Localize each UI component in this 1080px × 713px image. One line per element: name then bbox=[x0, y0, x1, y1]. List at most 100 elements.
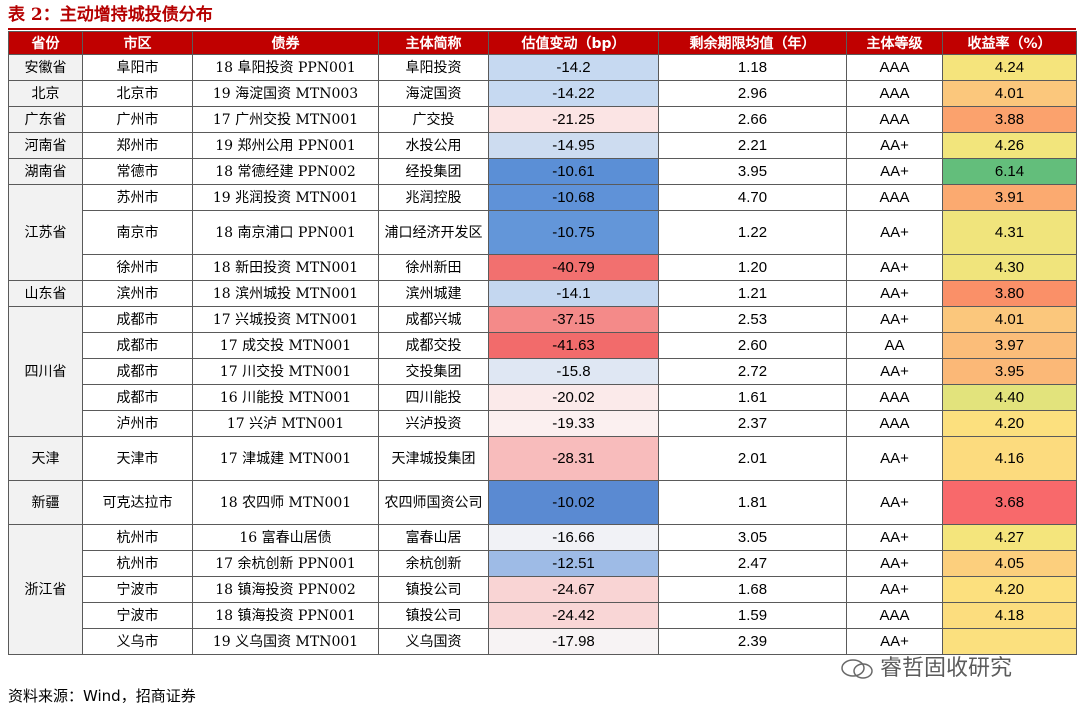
table-row: 安徽省 阜阳市 18 阜阳投资 PPN001 阜阳投资 -14.2 1.18 AAA 4.24 bbox=[9, 55, 1077, 81]
table-row: 南京市 18 南京浦口 PPN001 浦口经济开发区 -10.75 1.22 AA+ 4.3… bbox=[9, 211, 1077, 255]
cell-bond: 18 南京浦口 PPN001 bbox=[193, 211, 379, 255]
cell-issuer: 阜阳投资 bbox=[379, 55, 489, 81]
table-row: 江苏省 苏州市 19 兆润投资 MTN001 兆润控股 -10.68 4.70 AAA 3.9… bbox=[9, 185, 1077, 211]
cell-valuation-change: -21.25 bbox=[489, 107, 659, 133]
cell-valuation-change: -37.15 bbox=[489, 307, 659, 333]
cell-city: 成都市 bbox=[83, 333, 193, 359]
cell-bond: 17 成交投 MTN001 bbox=[193, 333, 379, 359]
cell-bond: 19 海淀国资 MTN003 bbox=[193, 81, 379, 107]
wechat-icon bbox=[840, 658, 876, 680]
cell-yield: 3.68 bbox=[943, 481, 1077, 525]
cell-remaining-maturity: 2.47 bbox=[659, 551, 847, 577]
cell-remaining-maturity: 3.05 bbox=[659, 525, 847, 551]
cell-city: 可克达拉市 bbox=[83, 481, 193, 525]
cell-province: 新疆 bbox=[9, 481, 83, 525]
cell-remaining-maturity: 2.53 bbox=[659, 307, 847, 333]
cell-issuer: 徐州新田 bbox=[379, 255, 489, 281]
cell-valuation-change: -10.68 bbox=[489, 185, 659, 211]
cell-bond: 17 川交投 MTN001 bbox=[193, 359, 379, 385]
cell-rating: AAA bbox=[847, 107, 943, 133]
cell-issuer: 兆润控股 bbox=[379, 185, 489, 211]
cell-remaining-maturity: 1.18 bbox=[659, 55, 847, 81]
cell-issuer: 成都兴城 bbox=[379, 307, 489, 333]
header-yield: 收益率（%） bbox=[943, 32, 1077, 55]
cell-yield: 4.30 bbox=[943, 255, 1077, 281]
cell-remaining-maturity: 2.21 bbox=[659, 133, 847, 159]
table-row: 徐州市 18 新田投资 MTN001 徐州新田 -40.79 1.20 AA+ 4.30 bbox=[9, 255, 1077, 281]
cell-issuer: 天津城投集团 bbox=[379, 437, 489, 481]
cell-valuation-change: -14.1 bbox=[489, 281, 659, 307]
cell-city: 广州市 bbox=[83, 107, 193, 133]
cell-bond: 18 滨州城投 MTN001 bbox=[193, 281, 379, 307]
cell-rating: AAA bbox=[847, 385, 943, 411]
cell-remaining-maturity: 1.81 bbox=[659, 481, 847, 525]
cell-issuer: 镇投公司 bbox=[379, 603, 489, 629]
cell-province: 广东省 bbox=[9, 107, 83, 133]
cell-valuation-change: -14.2 bbox=[489, 55, 659, 81]
cell-city: 杭州市 bbox=[83, 525, 193, 551]
cell-remaining-maturity: 1.22 bbox=[659, 211, 847, 255]
cell-yield: 4.16 bbox=[943, 437, 1077, 481]
table-title: 表 2：主动增持城投债分布 bbox=[8, 3, 213, 27]
cell-yield: 3.88 bbox=[943, 107, 1077, 133]
cell-province: 河南省 bbox=[9, 133, 83, 159]
cell-province: 安徽省 bbox=[9, 55, 83, 81]
cell-issuer: 海淀国资 bbox=[379, 81, 489, 107]
cell-city: 泸州市 bbox=[83, 411, 193, 437]
table-row: 成都市 17 川交投 MTN001 交投集团 -15.8 2.72 AA+ 3.95 bbox=[9, 359, 1077, 385]
cell-rating: AA+ bbox=[847, 255, 943, 281]
cell-bond: 19 郑州公用 PPN001 bbox=[193, 133, 379, 159]
table-row: 四川省 成都市 17 兴城投资 MTN001 成都兴城 -37.15 2.53 AA+ 4.0… bbox=[9, 307, 1077, 333]
cell-remaining-maturity: 2.01 bbox=[659, 437, 847, 481]
cell-bond: 17 津城建 MTN001 bbox=[193, 437, 379, 481]
cell-rating: AA bbox=[847, 333, 943, 359]
cell-rating: AAA bbox=[847, 185, 943, 211]
cell-bond: 16 川能投 MTN001 bbox=[193, 385, 379, 411]
cell-issuer: 四川能投 bbox=[379, 385, 489, 411]
cell-remaining-maturity: 2.39 bbox=[659, 629, 847, 655]
cell-yield: 4.05 bbox=[943, 551, 1077, 577]
table-row: 成都市 17 成交投 MTN001 成都交投 -41.63 2.60 AA 3.97 bbox=[9, 333, 1077, 359]
cell-rating: AA+ bbox=[847, 525, 943, 551]
cell-rating: AA+ bbox=[847, 481, 943, 525]
cell-yield: 4.26 bbox=[943, 133, 1077, 159]
table-row: 宁波市 18 镇海投资 PPN001 镇投公司 -24.42 1.59 AAA 4.18 bbox=[9, 603, 1077, 629]
cell-valuation-change: -17.98 bbox=[489, 629, 659, 655]
cell-city: 南京市 bbox=[83, 211, 193, 255]
header-issuer: 主体简称 bbox=[379, 32, 489, 55]
cell-rating: AA+ bbox=[847, 133, 943, 159]
table-row: 广东省 广州市 17 广州交投 MTN001 广交投 -21.25 2.66 AAA 3.88 bbox=[9, 107, 1077, 133]
cell-city: 成都市 bbox=[83, 307, 193, 333]
cell-rating: AA+ bbox=[847, 577, 943, 603]
cell-city: 常德市 bbox=[83, 159, 193, 185]
cell-issuer: 浦口经济开发区 bbox=[379, 211, 489, 255]
cell-yield: 4.20 bbox=[943, 411, 1077, 437]
cell-province: 湖南省 bbox=[9, 159, 83, 185]
cell-remaining-maturity: 1.68 bbox=[659, 577, 847, 603]
cell-issuer: 农四师国资公司 bbox=[379, 481, 489, 525]
cell-province: 山东省 bbox=[9, 281, 83, 307]
cell-yield: 4.01 bbox=[943, 81, 1077, 107]
cell-remaining-maturity: 2.72 bbox=[659, 359, 847, 385]
cell-valuation-change: -15.8 bbox=[489, 359, 659, 385]
cell-rating: AA+ bbox=[847, 281, 943, 307]
cell-valuation-change: -41.63 bbox=[489, 333, 659, 359]
cell-bond: 18 镇海投资 PPN001 bbox=[193, 603, 379, 629]
source-note: 资料来源：Wind，招商证券 bbox=[8, 685, 196, 706]
cell-rating: AAA bbox=[847, 81, 943, 107]
cell-valuation-change: -10.61 bbox=[489, 159, 659, 185]
cell-valuation-change: -20.02 bbox=[489, 385, 659, 411]
cell-issuer: 镇投公司 bbox=[379, 577, 489, 603]
cell-bond: 16 富春山居债 bbox=[193, 525, 379, 551]
header-remaining-maturity: 剩余期限均值（年） bbox=[659, 32, 847, 55]
cell-city: 滨州市 bbox=[83, 281, 193, 307]
cell-city: 杭州市 bbox=[83, 551, 193, 577]
cell-issuer: 交投集团 bbox=[379, 359, 489, 385]
cell-province: 江苏省 bbox=[9, 185, 83, 281]
cell-remaining-maturity: 2.96 bbox=[659, 81, 847, 107]
table-body: 安徽省 阜阳市 18 阜阳投资 PPN001 阜阳投资 -14.2 1.18 AAA 4.24… bbox=[9, 55, 1077, 655]
cell-bond: 18 新田投资 MTN001 bbox=[193, 255, 379, 281]
cell-bond: 18 阜阳投资 PPN001 bbox=[193, 55, 379, 81]
watermark-text: 睿哲固收研究 bbox=[880, 656, 1012, 681]
cell-city: 北京市 bbox=[83, 81, 193, 107]
